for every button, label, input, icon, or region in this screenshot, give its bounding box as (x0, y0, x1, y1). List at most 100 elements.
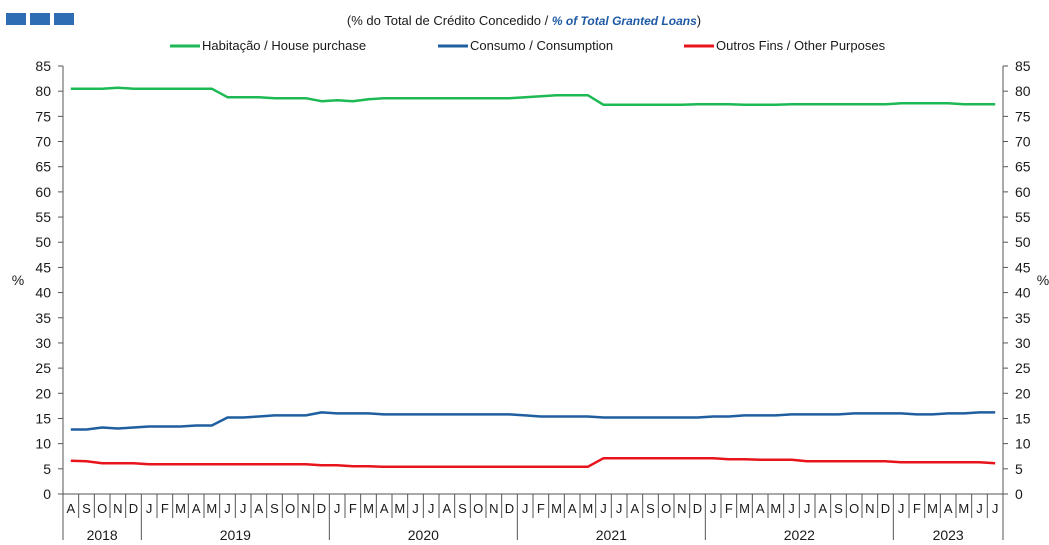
x-month-label: J (616, 501, 623, 516)
y-axis-label-right: % (1037, 272, 1049, 288)
header-block (54, 13, 74, 25)
x-month-label: D (505, 501, 514, 516)
y-tick-label-right: 30 (1015, 335, 1031, 351)
x-month-label: A (254, 501, 263, 516)
x-month-label: J (412, 501, 419, 516)
x-month-label: F (161, 501, 169, 516)
y-tick-label-left: 80 (35, 83, 51, 99)
y-tick-label-right: 55 (1015, 209, 1031, 225)
x-year-label: 2018 (87, 527, 118, 543)
y-tick-label-left: 30 (35, 335, 51, 351)
y-tick-label-left: 45 (35, 259, 51, 275)
y-tick-label-left: 75 (35, 108, 51, 124)
x-month-label: J (804, 501, 811, 516)
y-tick-label-right: 5 (1015, 461, 1023, 477)
legend-label-consumo: Consumo / Consumption (470, 38, 613, 53)
x-year-label: 2023 (933, 527, 964, 543)
x-month-label: J (428, 501, 435, 516)
x-month-label: M (363, 501, 374, 516)
x-month-label: A (192, 501, 201, 516)
x-month-label: S (82, 501, 91, 516)
x-month-label: D (693, 501, 702, 516)
series-line-habitacao (70, 86, 996, 107)
x-month-label: N (677, 501, 686, 516)
x-month-label: D (881, 501, 890, 516)
y-tick-label-left: 0 (43, 486, 51, 502)
y-tick-label-right: 20 (1015, 385, 1031, 401)
x-month-label: O (849, 501, 859, 516)
x-month-label: F (913, 501, 921, 516)
y-tick-label-right: 50 (1015, 234, 1031, 250)
chart-subtitle: (% do Total de Crédito Concedido / % of … (347, 13, 701, 28)
x-month-label: N (301, 501, 310, 516)
x-month-label: J (788, 501, 795, 516)
x-month-label: M (206, 501, 217, 516)
x-month-label: A (442, 501, 451, 516)
x-month-label: F (349, 501, 357, 516)
x-month-label: J (710, 501, 717, 516)
y-tick-label-right: 65 (1015, 159, 1031, 175)
x-month-label: F (537, 501, 545, 516)
y-tick-label-left: 70 (35, 134, 51, 150)
x-month-label: D (129, 501, 138, 516)
y-tick-label-left: 60 (35, 184, 51, 200)
y-tick-label-right: 35 (1015, 310, 1031, 326)
y-tick-label-right: 60 (1015, 184, 1031, 200)
y-tick-label-left: 85 (35, 58, 51, 74)
x-year-label: 2021 (596, 527, 627, 543)
y-tick-label-left: 50 (35, 234, 51, 250)
y-tick-label-left: 5 (43, 461, 51, 477)
x-month-label: J (976, 501, 983, 516)
x-month-label: O (473, 501, 483, 516)
x-month-label: N (113, 501, 122, 516)
x-month-label: J (992, 501, 999, 516)
subtitle-pt: (% do Total de Crédito Concedido / (347, 13, 552, 28)
header-blocks (6, 13, 74, 25)
subtitle-close: ) (697, 13, 701, 28)
x-month-label: M (582, 501, 593, 516)
y-tick-label-left: 65 (35, 159, 51, 175)
y-tick-label-right: 45 (1015, 259, 1031, 275)
x-month-label: J (898, 501, 905, 516)
x-month-label: M (739, 501, 750, 516)
series-group (70, 86, 996, 469)
x-month-label: M (927, 501, 938, 516)
x-month-label: A (380, 501, 389, 516)
x-month-label: A (944, 501, 953, 516)
x-month-label: J (224, 501, 231, 516)
x-year-label: 2019 (220, 527, 251, 543)
x-month-label: O (97, 501, 107, 516)
x-month-label: O (661, 501, 671, 516)
legend: Habitação / House purchase Consumo / Cons… (170, 38, 886, 53)
y-tick-label-right: 85 (1015, 58, 1031, 74)
x-month-label: A (818, 501, 827, 516)
y-tick-label-left: 15 (35, 410, 51, 426)
x-month-label: N (489, 501, 498, 516)
series-line-consumo (70, 411, 996, 431)
x-year-label: 2020 (408, 527, 439, 543)
subtitle-en: % of Total Granted Loans (552, 14, 697, 28)
x-month-label: O (285, 501, 295, 516)
x-month-label: S (458, 501, 467, 516)
y-tick-label-left: 25 (35, 360, 51, 376)
y-tick-label-right: 40 (1015, 285, 1031, 301)
y-tick-label-right: 10 (1015, 436, 1031, 452)
y-tick-label-right: 15 (1015, 410, 1031, 426)
y-tick-label-right: 75 (1015, 108, 1031, 124)
x-month-label: J (334, 501, 341, 516)
legend-label-outros: Outros Fins / Other Purposes (716, 38, 886, 53)
y-tick-label-right: 0 (1015, 486, 1023, 502)
y-tick-label-left: 40 (35, 285, 51, 301)
y-tick-label-right: 80 (1015, 83, 1031, 99)
x-month-label: J (240, 501, 247, 516)
x-month-label: F (725, 501, 733, 516)
x-month-label: M (958, 501, 969, 516)
y-tick-label-left: 55 (35, 209, 51, 225)
series-line-outros (70, 456, 996, 469)
x-month-label: S (646, 501, 655, 516)
x-month-label: A (756, 501, 765, 516)
y-axis-label-left: % (12, 272, 24, 288)
